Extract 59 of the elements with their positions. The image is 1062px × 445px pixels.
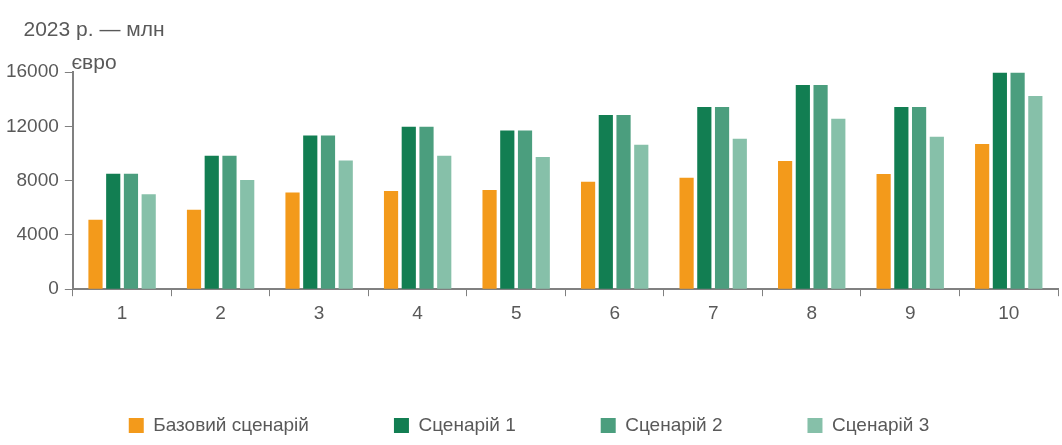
bar: [831, 118, 846, 289]
y-tick-label: 0: [48, 277, 59, 299]
bar: [929, 136, 944, 289]
bar: [285, 192, 300, 289]
bar: [535, 157, 550, 289]
bar: [697, 107, 712, 289]
bar: [401, 126, 416, 289]
bar: [876, 174, 891, 289]
bar: [580, 181, 596, 289]
legend-label: Сценарій 3: [831, 413, 930, 435]
y-tick-label: 8000: [16, 168, 59, 190]
bar: [992, 72, 1007, 289]
bar: [1028, 96, 1043, 289]
bar: [240, 180, 255, 289]
bar: [437, 155, 452, 289]
bar: [778, 161, 793, 289]
x-tick-label: 7: [707, 301, 719, 323]
bar: [186, 209, 202, 289]
bar: [813, 85, 828, 289]
bar: [383, 191, 399, 289]
bar: [1010, 72, 1025, 289]
x-tick-label: 10: [998, 301, 1020, 323]
x-tick-label: 4: [412, 301, 424, 323]
bar: [482, 189, 497, 289]
bar: [714, 107, 730, 289]
bar: [338, 160, 353, 289]
x-tick-label: 5: [510, 301, 522, 323]
y-tick-label: 16000: [5, 60, 59, 82]
bar: [141, 194, 156, 289]
bar: [88, 219, 103, 289]
x-tick-label: 9: [904, 301, 916, 323]
bar: [106, 173, 121, 289]
bar: [598, 115, 613, 289]
y-tick-label: 12000: [5, 114, 59, 136]
y-tick-label: 4000: [16, 223, 59, 245]
legend-label: Базовий сценарій: [153, 413, 309, 435]
x-tick-label: 2: [215, 301, 226, 323]
x-tick-label: 6: [609, 301, 620, 323]
bar: [320, 135, 336, 289]
bar: [894, 107, 909, 289]
bar: [204, 155, 219, 289]
bar: [634, 144, 649, 289]
bar: [222, 155, 237, 289]
bar: [500, 130, 515, 289]
x-tick-label: 3: [313, 301, 325, 323]
bar: [616, 115, 631, 289]
legend-label: Сценарій 1: [418, 413, 516, 435]
bar: [912, 107, 927, 289]
bar: [123, 173, 139, 289]
legend-label: Сценарій 2: [625, 413, 723, 435]
x-tick-label: 1: [116, 301, 128, 323]
bar: [303, 135, 318, 289]
bar: [795, 85, 810, 289]
bar: [679, 177, 694, 289]
bar: [732, 138, 747, 289]
x-tick-label: 8: [806, 301, 817, 323]
bar: [419, 126, 434, 289]
bar: [975, 144, 990, 289]
bar: [517, 130, 533, 289]
